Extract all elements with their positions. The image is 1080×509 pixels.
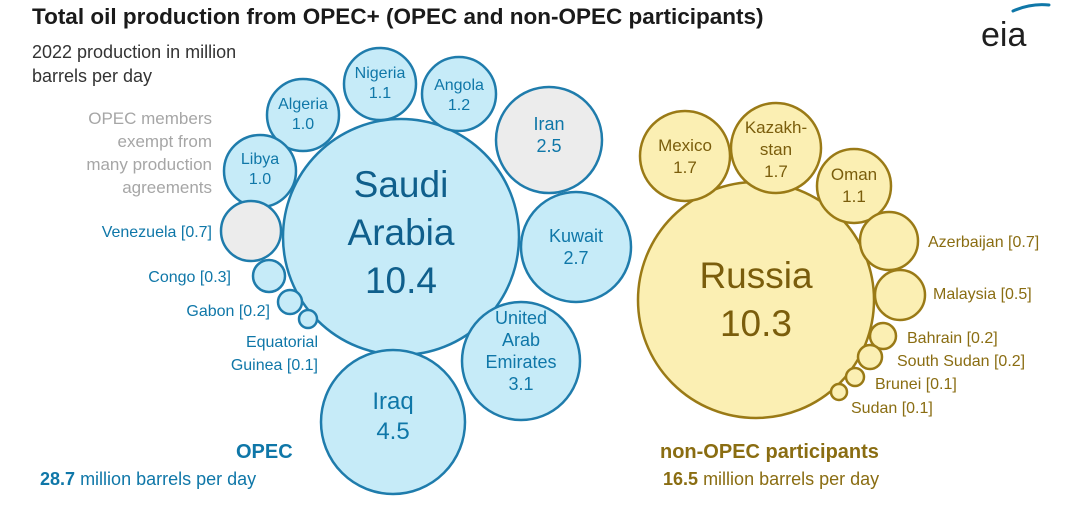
bubble-congo-0-3 bbox=[251, 258, 287, 294]
bubble-text-united-arab-emirates-3-1: Emirates bbox=[485, 352, 556, 372]
bubble-text-kuwait-2-7: Kuwait bbox=[549, 226, 603, 246]
bubble-text-saudi-arabia-10-4: Arabia bbox=[348, 212, 455, 253]
bubble-kuwait-2-7 bbox=[519, 190, 633, 304]
bubble-text-iraq-4-5: 4.5 bbox=[376, 418, 409, 445]
opec-total-value: 28.7 bbox=[40, 469, 76, 489]
bubble-callout-south-sudan-0-2: South Sudan [0.2] bbox=[897, 353, 1025, 370]
bubble-text-saudi-arabia-10-4: Saudi bbox=[354, 164, 449, 205]
bubble-text-iran-2-5: 2.5 bbox=[536, 136, 561, 156]
bubble-text-kuwait-2-7: 2.7 bbox=[563, 248, 588, 268]
bubble-text-libya-1-0: 1.0 bbox=[249, 171, 271, 188]
opec-group-title: OPEC bbox=[236, 441, 293, 463]
bubble-text-mexico-1-7: 1.7 bbox=[673, 158, 697, 177]
exempt-note-line: exempt from bbox=[118, 132, 212, 151]
bubble-text-angola-1-2: 1.2 bbox=[448, 97, 470, 114]
chart-title: Total oil production from OPEC+ (OPEC an… bbox=[32, 4, 764, 29]
svg-text:eia: eia bbox=[981, 16, 1026, 50]
opec-total-unit: million barrels per day bbox=[80, 469, 257, 489]
bubble-text-algeria-1-0: Algeria bbox=[278, 96, 328, 113]
bubble-oman-1-1 bbox=[815, 147, 893, 225]
bubble-text-angola-1-2: Angola bbox=[434, 77, 484, 94]
bubble-callout-sudan-0-1: Sudan [0.1] bbox=[851, 400, 933, 417]
chart-subtitle: 2022 production in million barrels per d… bbox=[32, 42, 237, 86]
nonopec-total-value: 16.5 bbox=[663, 469, 699, 489]
bubble-text-libya-1-0: Libya bbox=[241, 151, 279, 168]
nonopec-total: 16.5 million barrels per day bbox=[663, 469, 879, 490]
bubble-text-russia-10-3: Russia bbox=[699, 255, 813, 296]
bubble-callout-equatorial-guinea-0-1: Guinea [0.1] bbox=[231, 357, 318, 374]
bubble-callout-equatorial-guinea-0-1: Equatorial bbox=[246, 334, 318, 351]
bubble-nigeria-1-1 bbox=[342, 46, 418, 122]
opec-total: 28.7 million barrels per day bbox=[40, 469, 256, 490]
bubble-text-iran-2-5: Iran bbox=[533, 114, 564, 134]
bubble-callout-venezuela-0-7: Venezuela [0.7] bbox=[102, 224, 212, 241]
bubble-callout-brunei-0-1: Brunei [0.1] bbox=[875, 376, 957, 393]
bubble-callout-gabon-0-2: Gabon [0.2] bbox=[186, 303, 270, 320]
exempt-note: OPEC members exempt from many production ag… bbox=[86, 109, 212, 197]
bubble-kazakh-stan-1-7 bbox=[729, 101, 823, 195]
bubble-gabon-0-2 bbox=[276, 288, 304, 316]
exempt-note-line: agreements bbox=[122, 178, 212, 197]
bubble-angola-1-2 bbox=[420, 55, 498, 133]
bubble-text-united-arab-emirates-3-1: 3.1 bbox=[508, 374, 533, 394]
bubble-text-saudi-arabia-10-4: 10.4 bbox=[365, 260, 437, 301]
bubble-sudan-0-1 bbox=[829, 382, 849, 402]
bubble-bahrain-0-2 bbox=[868, 321, 898, 351]
bubble-equatorial-guinea-0-1 bbox=[297, 308, 319, 330]
bubble-iran-2-5 bbox=[494, 85, 604, 195]
bubble-text-nigeria-1-1: 1.1 bbox=[369, 85, 391, 102]
eia-logo: eia bbox=[981, 3, 1051, 50]
bubble-south-sudan-0-2 bbox=[856, 343, 884, 371]
bubble-venezuela-0-7 bbox=[219, 199, 283, 263]
bubble-text-united-arab-emirates-3-1: Arab bbox=[502, 330, 540, 350]
bubble-malaysia-0-5 bbox=[873, 268, 927, 322]
bubble-callout-bahrain-0-2: Bahrain [0.2] bbox=[907, 330, 998, 347]
bubble-text-united-arab-emirates-3-1: United bbox=[495, 308, 547, 328]
bubble-text-oman-1-1: Oman bbox=[831, 165, 877, 184]
bubble-text-iraq-4-5: Iraq bbox=[372, 388, 413, 415]
bubble-azerbaijan-0-7 bbox=[858, 210, 920, 272]
bubble-callout-malaysia-0-5: Malaysia [0.5] bbox=[933, 286, 1032, 303]
bubble-iraq-4-5 bbox=[319, 348, 467, 496]
bubble-brunei-0-1 bbox=[844, 366, 866, 388]
bubble-text-kazakh-stan-1-7: Kazakh- bbox=[745, 118, 807, 137]
bubble-callout-congo-0-3: Congo [0.3] bbox=[148, 269, 231, 286]
bubble-algeria-1-0 bbox=[265, 77, 341, 153]
bubble-text-oman-1-1: 1.1 bbox=[842, 187, 866, 206]
bubble-text-nigeria-1-1: Nigeria bbox=[355, 65, 406, 82]
bubbles bbox=[219, 46, 927, 496]
bubble-text-kazakh-stan-1-7: stan bbox=[760, 140, 792, 159]
bubble-callout-azerbaijan-0-7: Azerbaijan [0.7] bbox=[928, 234, 1039, 251]
exempt-note-line: many production bbox=[86, 155, 212, 174]
bubble-mexico-1-7 bbox=[638, 109, 732, 203]
bubble-text-algeria-1-0: 1.0 bbox=[292, 116, 314, 133]
nonopec-group-title: non-OPEC participants bbox=[660, 441, 879, 463]
bubble-united-arab-emirates-3-1 bbox=[460, 300, 582, 422]
nonopec-total-unit: million barrels per day bbox=[703, 469, 880, 489]
bubble-text-russia-10-3: 10.3 bbox=[720, 303, 792, 344]
bubble-text-kazakh-stan-1-7: 1.7 bbox=[764, 162, 788, 181]
bubble-text-mexico-1-7: Mexico bbox=[658, 136, 712, 155]
exempt-note-line: OPEC members bbox=[88, 109, 212, 128]
bubble-labels: Saudi Arabia 10.4 Iraq 4.5 UnitedArabEmirates… bbox=[102, 65, 1040, 445]
